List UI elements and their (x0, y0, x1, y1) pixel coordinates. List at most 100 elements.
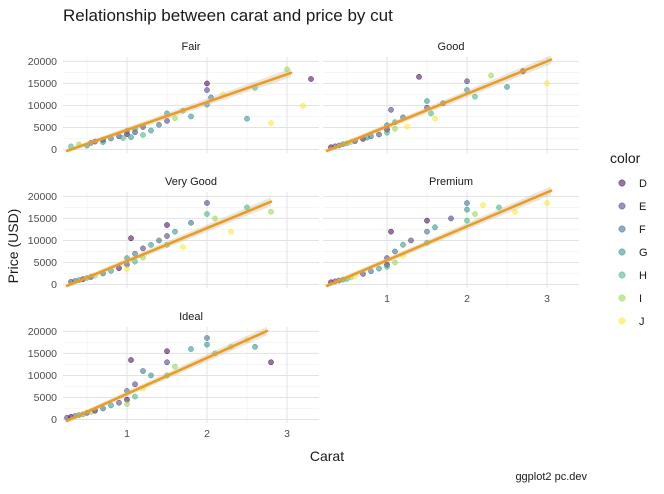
data-point (172, 228, 178, 235)
data-point (132, 250, 138, 257)
data-point (204, 335, 210, 341)
data-point (300, 103, 306, 109)
y-tick-label: 15000 (28, 213, 57, 225)
legend-item-f: F (618, 224, 646, 236)
data-point (268, 359, 274, 366)
legend-item-g: G (618, 247, 648, 259)
data-point (432, 224, 438, 231)
data-point (488, 72, 494, 79)
data-point (376, 131, 382, 138)
data-point (284, 66, 290, 73)
facet-strip-label: Good (438, 41, 465, 53)
legend-label: H (639, 270, 647, 282)
data-point (404, 123, 410, 130)
data-point (172, 363, 178, 370)
y-axis-label: Price (USD) (5, 209, 21, 284)
legend-label: J (639, 316, 645, 328)
data-point (384, 129, 390, 136)
y-tick-label: 0 (51, 144, 57, 156)
x-axis-label: Carat (310, 448, 344, 464)
fit-line (65, 200, 273, 288)
x-tick-label: 2 (204, 428, 210, 440)
data-point (164, 233, 170, 239)
facet-strip-label: Very Good (165, 176, 217, 188)
data-point (400, 241, 406, 248)
y-tick-label: 20000 (28, 326, 57, 338)
data-point (148, 241, 154, 248)
facet-panel-ideal: Ideal 0 5000 10000 15000 20000 1 2 3 (28, 311, 319, 440)
y-tick-label: 20000 (28, 56, 57, 68)
legend-label: G (639, 247, 648, 259)
legend-item-j: J (618, 316, 645, 328)
facet-panel-fair: Fair 0 5000 10000 15000 20000 (28, 41, 319, 156)
data-point (140, 368, 146, 374)
legend-label: D (639, 178, 647, 190)
y-tick-label: 10000 (28, 100, 57, 112)
x-tick-label: 2 (464, 293, 470, 305)
data-point (252, 343, 258, 350)
facet-strip-label: Ideal (179, 311, 203, 323)
chart-caption: ggplot2 pc.dev (515, 471, 587, 483)
data-point (148, 372, 154, 379)
data-point (188, 113, 194, 120)
data-point (228, 228, 234, 235)
data-point (464, 200, 470, 206)
facet-panel-premium: Premium 1 2 3 (323, 176, 579, 305)
data-point (204, 341, 210, 348)
data-point (480, 202, 486, 209)
data-point (472, 93, 478, 100)
legend-key (618, 294, 626, 302)
data-point (268, 208, 274, 215)
data-point (504, 84, 510, 90)
data-point (244, 115, 250, 122)
data-point (496, 204, 502, 211)
legend-key (618, 179, 626, 187)
data-point (204, 200, 210, 206)
data-point (212, 215, 218, 222)
data-point (128, 134, 134, 140)
data-point (164, 359, 170, 366)
fit-line (65, 71, 293, 153)
data-point (388, 106, 394, 113)
fit-line (325, 58, 553, 153)
y-tick-label: 10000 (28, 235, 57, 247)
data-point (388, 228, 394, 235)
x-tick-label: 1 (384, 293, 390, 305)
data-point (424, 228, 430, 235)
data-point (116, 399, 122, 406)
data-point (384, 264, 390, 270)
data-point (148, 127, 154, 134)
data-point (512, 208, 518, 215)
facet-strip-label: Premium (429, 176, 473, 188)
legend-key (618, 225, 626, 233)
data-point (180, 244, 186, 250)
data-point (172, 115, 178, 122)
data-point (432, 115, 438, 122)
y-tick-label: 20000 (28, 191, 57, 203)
data-point (188, 346, 194, 352)
y-tick-label: 5000 (34, 257, 58, 269)
legend-label: E (639, 201, 646, 213)
data-point (544, 80, 550, 87)
data-point (472, 211, 478, 217)
data-point (428, 110, 434, 117)
data-point (308, 76, 314, 82)
facet-panel-good: Good (323, 41, 579, 153)
data-point (268, 120, 274, 126)
data-point (156, 237, 162, 244)
data-point (464, 206, 470, 213)
data-point (408, 237, 414, 244)
facet-strip-label: Fair (182, 41, 201, 53)
data-point (164, 222, 170, 228)
legend-key (618, 271, 626, 279)
data-point (244, 204, 250, 211)
legend-item-e: E (618, 201, 646, 213)
data-point (544, 200, 550, 206)
data-point (424, 217, 430, 224)
data-point (368, 268, 374, 275)
legend-key (618, 248, 626, 256)
legend-key (618, 317, 626, 325)
y-tick-label: 5000 (34, 122, 58, 134)
